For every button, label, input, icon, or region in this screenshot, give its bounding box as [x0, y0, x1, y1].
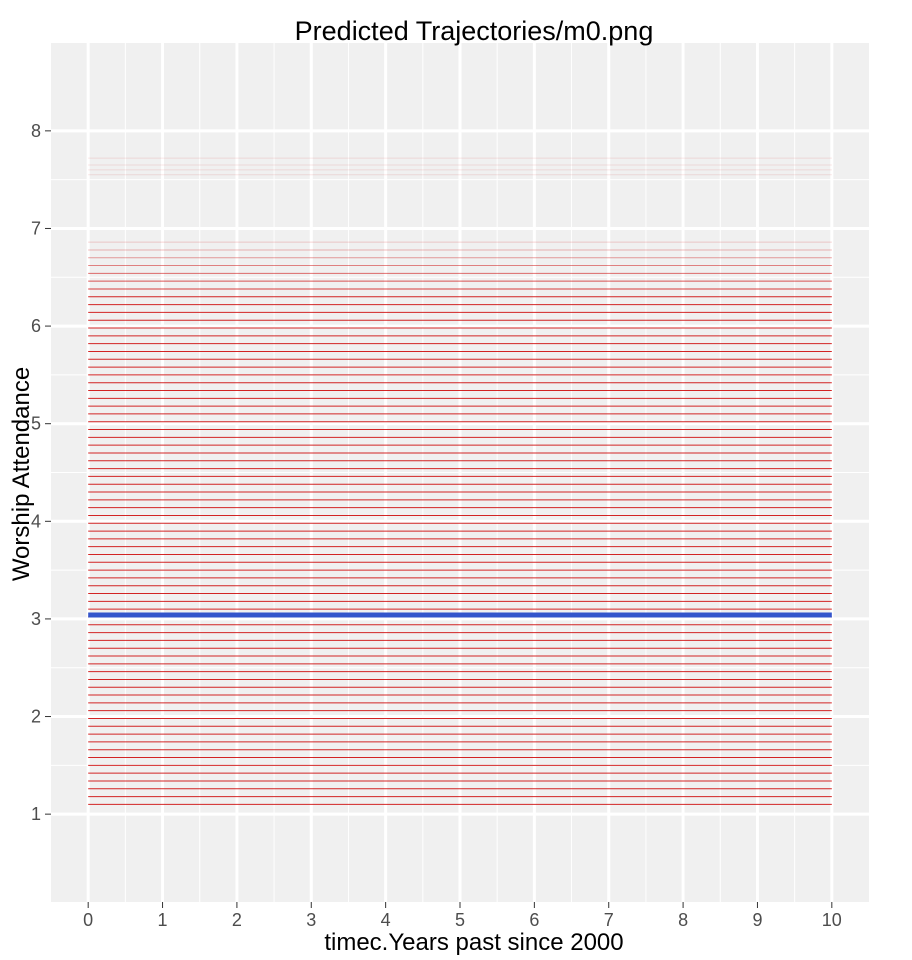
x-axis-title: timec.Years past since 2000	[324, 929, 623, 956]
x-tick-label: 0	[83, 910, 93, 930]
x-tick-label: 6	[529, 910, 539, 930]
grid	[51, 43, 869, 902]
y-tick-label: 7	[31, 218, 41, 238]
y-tick-label: 5	[31, 414, 41, 434]
x-tick-label: 3	[306, 910, 316, 930]
y-tick-label: 6	[31, 316, 41, 336]
x-tick-label: 5	[455, 910, 465, 930]
y-axis-ticks: 1 2 3 4 5 6 7 8	[31, 121, 51, 824]
x-tick-label: 7	[604, 910, 614, 930]
x-tick-label: 2	[232, 910, 242, 930]
x-tick-label: 8	[678, 910, 688, 930]
y-tick-label: 3	[31, 609, 41, 629]
y-tick-label: 1	[31, 804, 41, 824]
individual-trajectories	[88, 157, 832, 805]
x-tick-label: 4	[381, 910, 391, 930]
y-tick-label: 4	[31, 511, 41, 531]
x-tick-label: 10	[822, 910, 842, 930]
y-tick-label: 2	[31, 707, 41, 727]
x-tick-label: 9	[752, 910, 762, 930]
x-axis-ticks: 0 1 2 3 4 5 6 7 8 9 10	[83, 902, 842, 930]
chart-title: Predicted Trajectories/m0.png	[295, 16, 654, 46]
y-tick-label: 8	[31, 121, 41, 141]
y-axis-title: Worship Attendance	[8, 367, 35, 581]
x-tick-label: 1	[158, 910, 168, 930]
